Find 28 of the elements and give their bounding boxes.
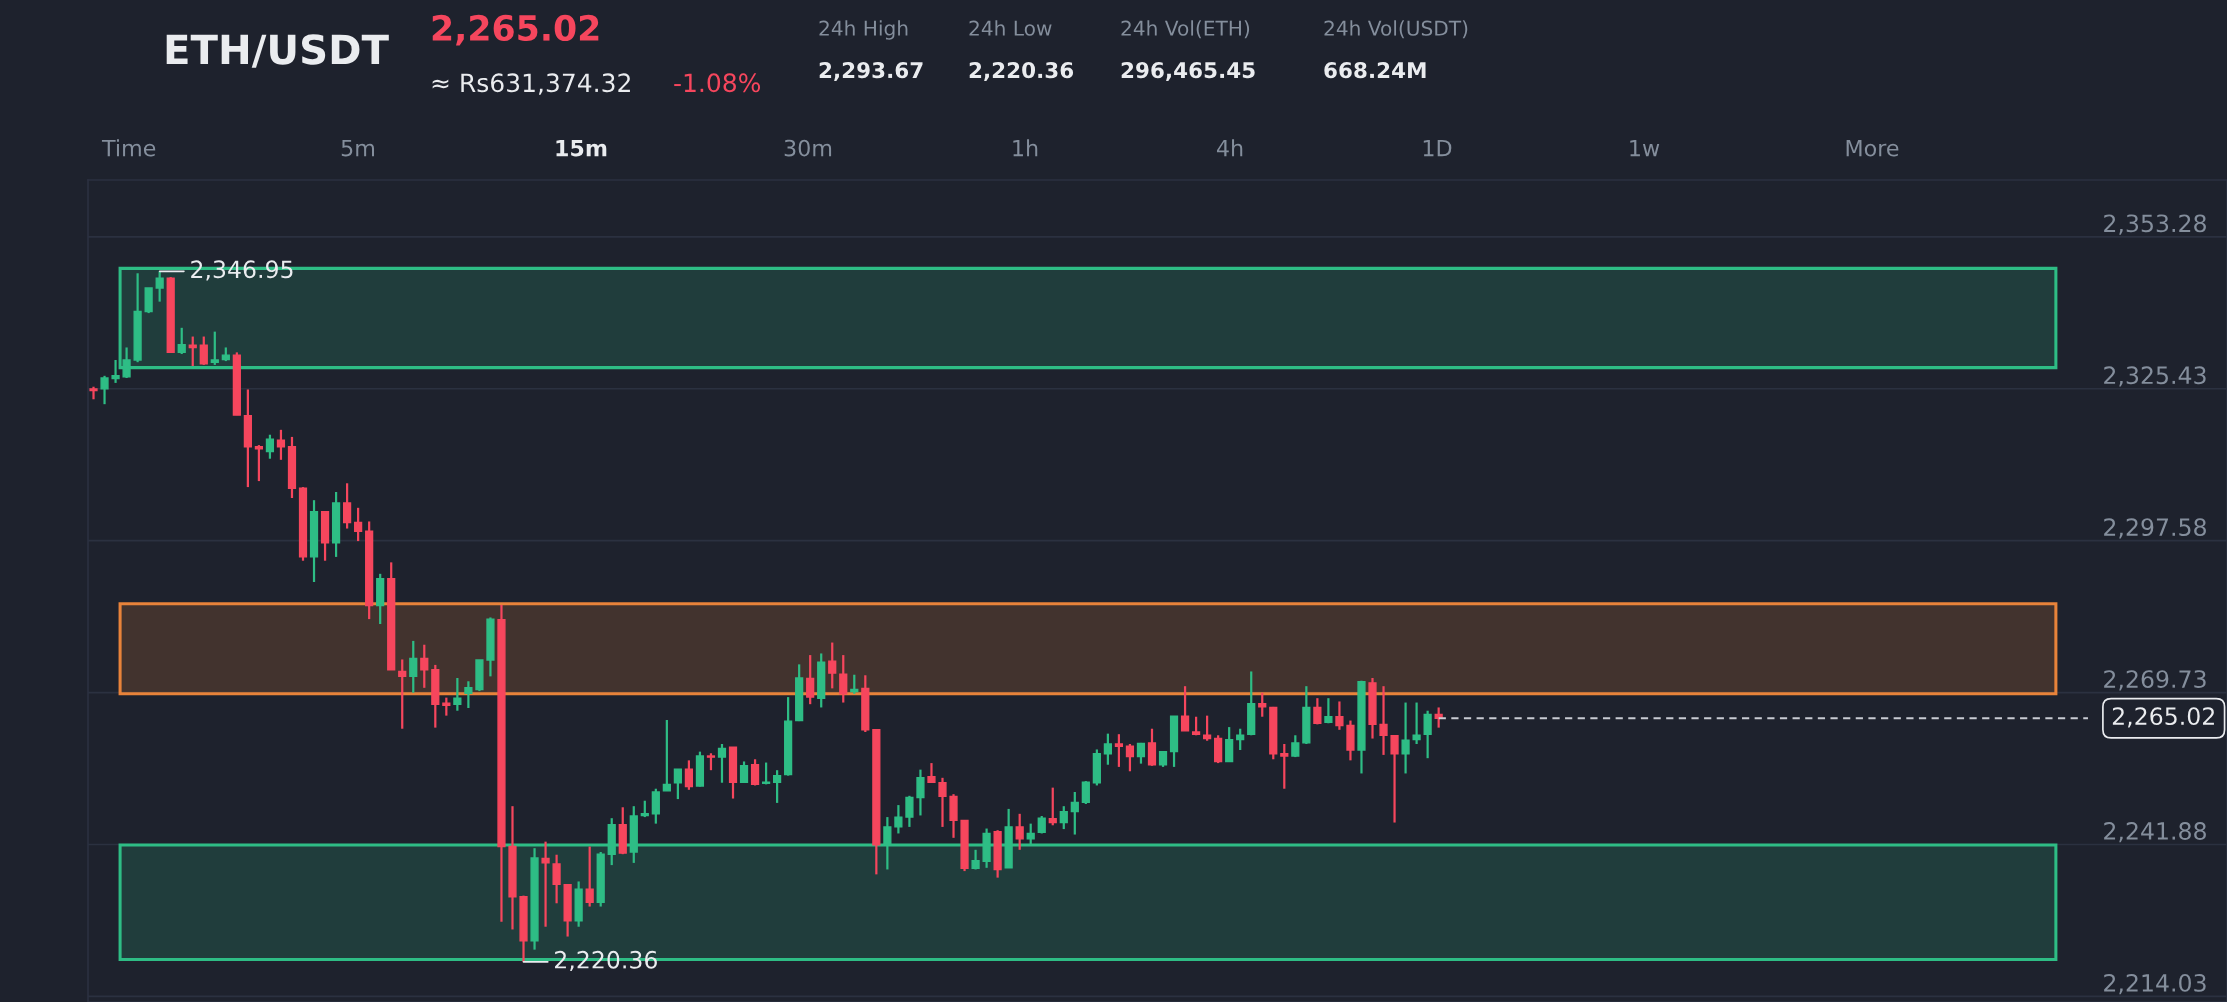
y-tick-label: 2,241.88	[2104, 822, 2206, 843]
text: 2,293.67	[819, 61, 923, 81]
y-tick-label: 2,214.03	[2104, 973, 2206, 995]
text: -1.08%	[674, 73, 761, 93]
y-tick-label: 2,325.43	[2104, 366, 2206, 387]
text: 2,220.36	[969, 61, 1074, 81]
text: 1h	[1013, 139, 1038, 157]
text: 296,465.45	[1121, 61, 1255, 81]
text: 5m	[341, 139, 375, 157]
text: 15m	[556, 139, 607, 157]
text: 4h	[1216, 139, 1243, 157]
y-tick-label: 2,297.58	[2104, 518, 2206, 539]
y-tick-label: 2,353.28	[2104, 214, 2206, 235]
text: 1w	[1630, 139, 1660, 157]
text: 30m	[784, 139, 832, 157]
ref-line-label: 2,265.02	[2112, 707, 2214, 728]
text: 2,265.02	[432, 14, 599, 46]
text: More	[1846, 139, 1899, 157]
text: 24h Vol(USDT)	[1324, 20, 1468, 39]
text: 668.24M	[1324, 61, 1426, 79]
text: 24h High	[819, 20, 908, 40]
text: 24h Vol(ETH)	[1121, 20, 1250, 39]
text: ≈ Rs631,374.32	[432, 73, 630, 95]
chart-title: ETH/USDT	[166, 34, 389, 68]
text: Time	[101, 139, 156, 157]
text: 1D	[1423, 139, 1452, 157]
y-tick-label: 2,269.73	[2104, 670, 2206, 691]
text: 24h Low	[969, 20, 1052, 36]
